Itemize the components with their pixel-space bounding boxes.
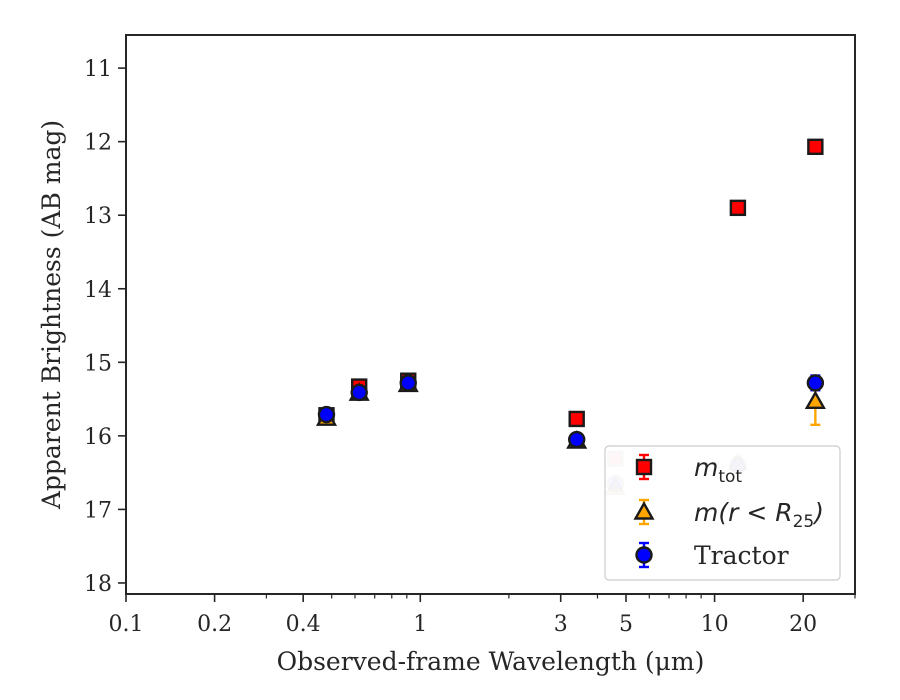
data-point [807, 138, 824, 156]
plot-frame [125, 34, 856, 595]
circle-marker [399, 374, 417, 392]
legend-square-marker [635, 458, 653, 476]
square-marker [807, 138, 824, 156]
x-tick-label: 1 [413, 612, 427, 637]
square-marker [729, 199, 747, 217]
series-square [318, 138, 824, 467]
x-tick-label: 5 [619, 612, 633, 637]
data-points [315, 138, 826, 496]
y-tick-label: 17 [84, 498, 112, 523]
x-tick-label: 3 [554, 612, 568, 637]
legend-circle-marker [635, 546, 653, 564]
y-tick-label: 15 [84, 351, 112, 376]
x-axis-label: Observed-frame Wavelength (μm) [277, 647, 705, 676]
data-point [568, 430, 586, 449]
circle-marker [317, 405, 336, 424]
y-tick-label: 11 [84, 57, 112, 82]
circle-marker [568, 430, 586, 449]
data-point [317, 405, 336, 424]
y-tick-label: 14 [84, 278, 112, 303]
data-point [568, 410, 585, 428]
x-tick-label: 0.1 [109, 612, 144, 637]
y-tick-label: 13 [84, 204, 112, 229]
x-tick-label: 0.4 [286, 612, 321, 637]
y-tick-label: 18 [84, 572, 112, 597]
circle-marker [806, 374, 825, 392]
triangle-marker [804, 390, 826, 409]
legend-item [635, 453, 653, 481]
x-tick-label: 20 [789, 612, 817, 637]
legend-item [635, 541, 653, 569]
legend-item [633, 498, 655, 526]
legend-box [604, 445, 841, 581]
data-point [729, 199, 747, 217]
data-point [350, 383, 368, 402]
y-tick-label: 16 [84, 425, 112, 450]
circle-marker [350, 383, 368, 402]
data-point [806, 374, 825, 392]
x-tick-label: 10 [701, 612, 729, 637]
y-axis-label: Apparent Brightness (AB mag) [37, 120, 66, 510]
data-point [399, 374, 417, 392]
legend-triangle-marker [633, 501, 655, 520]
square-marker [568, 410, 585, 428]
legend-label-tractor: Tractor [694, 541, 789, 570]
y-tick-label: 12 [84, 131, 112, 156]
x-tick-label: 0.2 [197, 612, 232, 637]
